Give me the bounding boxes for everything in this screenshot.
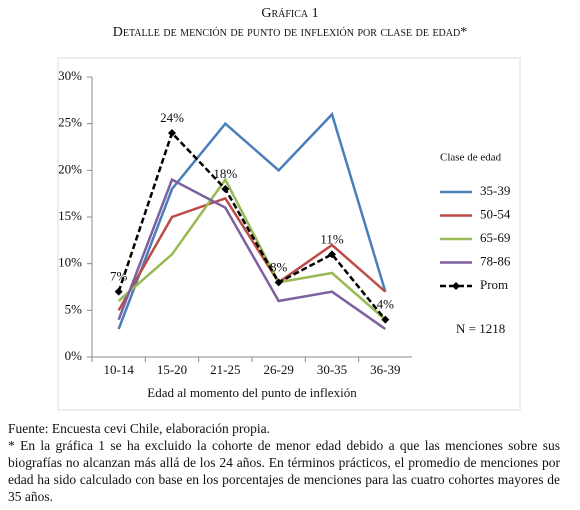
notes: Fuente: Encuesta cevi Chile, elaboración… — [8, 420, 560, 505]
legend-label: 65-69 — [480, 230, 510, 245]
marker — [274, 278, 283, 287]
data-label: 11% — [320, 231, 344, 246]
data-label: 24% — [160, 110, 184, 125]
annotation: N = 1218 — [456, 321, 505, 336]
y-tick-label: 5% — [65, 301, 83, 316]
x-tick-label: 21-25 — [210, 362, 240, 377]
y-tick-label: 0% — [65, 348, 83, 363]
legend-label: 50-54 — [480, 206, 511, 221]
series-line — [117, 130, 387, 321]
marker — [114, 287, 123, 296]
series-line — [117, 196, 387, 311]
y-tick-label: 25% — [58, 115, 82, 130]
y-tick-label: 20% — [58, 161, 82, 176]
marker — [221, 185, 230, 193]
y-tick-label: 10% — [58, 255, 82, 270]
legend-label: 78-86 — [480, 253, 511, 268]
x-tick-label: 10-14 — [103, 362, 134, 377]
y-tick-label: 15% — [58, 208, 82, 223]
x-axis-label: Edad al momento del punto de inflexión — [147, 385, 357, 400]
marker — [328, 250, 336, 259]
series-line — [117, 111, 387, 330]
legend-title: Clase de edad — [440, 152, 502, 164]
note: * En la gráfica 1 se ha excluido la coho… — [8, 438, 560, 504]
data-label: 18% — [213, 166, 237, 181]
x-tick-label: 26-29 — [263, 362, 293, 377]
series-line — [117, 177, 387, 321]
data-label: 4% — [377, 297, 395, 312]
x-tick-label: 15-20 — [157, 362, 187, 377]
x-tick-label: 30-35 — [317, 362, 347, 377]
note: Fuente: Encuesta cevi Chile, elaboración… — [8, 421, 271, 436]
x-tick-label: 36-39 — [370, 362, 400, 377]
y-tick-label: 30% — [58, 68, 82, 83]
chart-frame — [57, 57, 521, 411]
data-label: 7% — [110, 269, 128, 284]
legend-label: 35-39 — [480, 183, 510, 198]
legend-label: Prom — [480, 277, 508, 292]
marker — [168, 129, 176, 137]
chart: Gráfica 1 Detalle de mención de punto de… — [57, 6, 521, 411]
chart-subtitle: Detalle de mención de punto de inflexión… — [113, 25, 467, 40]
data-label: 8% — [270, 259, 288, 274]
series-line — [117, 177, 387, 331]
chart-title: Gráfica 1 — [261, 6, 318, 21]
marker — [381, 315, 390, 324]
legend-marker — [452, 282, 460, 290]
